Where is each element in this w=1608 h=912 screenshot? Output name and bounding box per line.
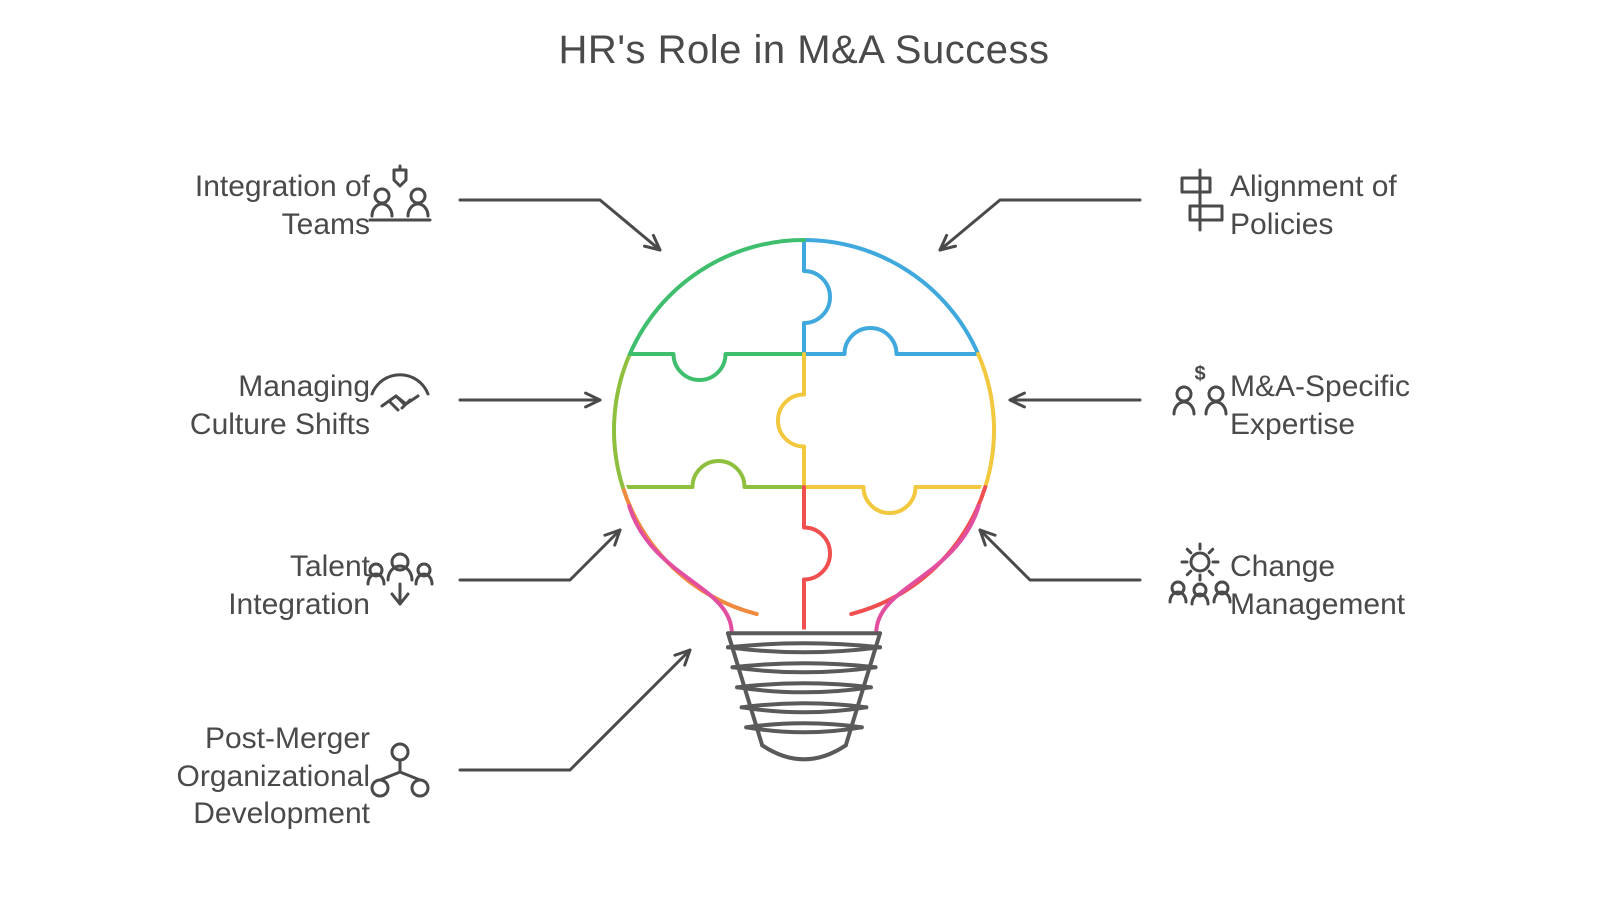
item-label-0: Integration ofTeams	[110, 168, 370, 243]
item-label-2: TalentIntegration	[110, 548, 370, 623]
team-pick-icon	[368, 554, 432, 604]
handshake-icon	[372, 375, 428, 410]
item-label-1: ManagingCulture Shifts	[110, 368, 370, 443]
item-label-3: Post-MergerOrganizationalDevelopment	[90, 720, 370, 833]
align-icon	[1182, 170, 1222, 230]
svg-text:$: $	[1194, 363, 1205, 385]
meeting-icon	[370, 166, 430, 220]
org-tree-icon	[372, 744, 428, 796]
item-label-5: M&A-SpecificExpertise	[1230, 368, 1530, 443]
item-label-4: Alignment ofPolicies	[1230, 168, 1530, 243]
experts-icon: $	[1174, 363, 1226, 414]
change-icon	[1170, 544, 1230, 604]
item-label-6: ChangeManagement	[1230, 548, 1530, 623]
